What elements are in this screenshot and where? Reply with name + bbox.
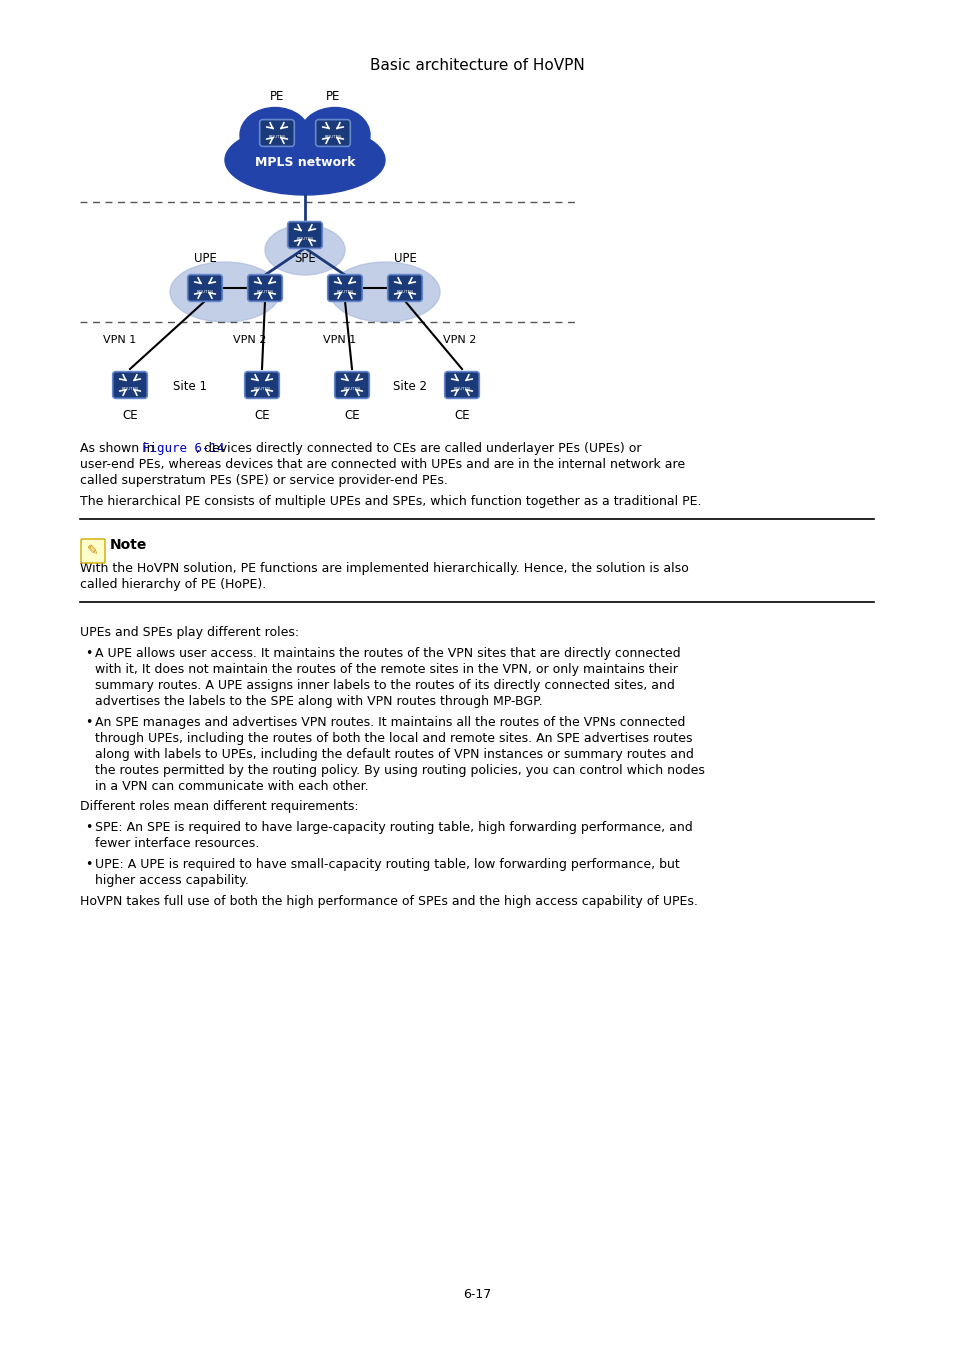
Text: •: • <box>85 647 92 660</box>
FancyBboxPatch shape <box>387 274 422 301</box>
Ellipse shape <box>225 126 385 194</box>
Text: Site 2: Site 2 <box>393 381 427 393</box>
FancyBboxPatch shape <box>265 120 345 161</box>
Text: through UPEs, including the routes of both the local and remote sites. An SPE ad: through UPEs, including the routes of bo… <box>95 732 692 745</box>
Text: called hierarchy of PE (HoPE).: called hierarchy of PE (HoPE). <box>80 578 266 591</box>
Text: Note: Note <box>110 539 147 552</box>
Text: An SPE manages and advertises VPN routes. It maintains all the routes of the VPN: An SPE manages and advertises VPN routes… <box>95 716 684 729</box>
Text: ROUTER: ROUTER <box>196 290 213 294</box>
Text: VPN 1: VPN 1 <box>103 335 136 346</box>
Ellipse shape <box>330 262 439 323</box>
FancyBboxPatch shape <box>259 120 294 146</box>
Ellipse shape <box>265 225 345 275</box>
Text: along with labels to UPEs, including the default routes of VPN instances or summ: along with labels to UPEs, including the… <box>95 748 693 760</box>
Ellipse shape <box>170 262 280 323</box>
Text: CE: CE <box>344 409 359 423</box>
Text: the routes permitted by the routing policy. By using routing policies, you can c: the routes permitted by the routing poli… <box>95 764 704 776</box>
Text: , devices directly connected to CEs are called underlayer PEs (UPEs) or: , devices directly connected to CEs are … <box>195 441 640 455</box>
Text: ROUTER: ROUTER <box>268 135 285 139</box>
Text: With the HoVPN solution, PE functions are implemented hierarchically. Hence, the: With the HoVPN solution, PE functions ar… <box>80 562 688 575</box>
FancyBboxPatch shape <box>81 539 105 563</box>
Text: UPE: UPE <box>193 252 216 265</box>
Text: advertises the labels to the SPE along with VPN routes through MP-BGP.: advertises the labels to the SPE along w… <box>95 695 542 707</box>
Text: with it, It does not maintain the routes of the remote sites in the VPN, or only: with it, It does not maintain the routes… <box>95 663 678 676</box>
Text: SPE: An SPE is required to have large-capacity routing table, high forwarding pe: SPE: An SPE is required to have large-ca… <box>95 821 692 834</box>
FancyBboxPatch shape <box>335 371 369 398</box>
FancyBboxPatch shape <box>328 274 362 301</box>
FancyBboxPatch shape <box>315 120 350 146</box>
Text: ROUTER: ROUTER <box>296 238 314 242</box>
Text: ROUTER: ROUTER <box>336 290 354 294</box>
Text: user-end PEs, whereas devices that are connected with UPEs and are in the intern: user-end PEs, whereas devices that are c… <box>80 458 684 471</box>
Text: fewer interface resources.: fewer interface resources. <box>95 837 259 850</box>
Text: HoVPN takes full use of both the high performance of SPEs and the high access ca: HoVPN takes full use of both the high pe… <box>80 895 698 907</box>
Text: ROUTER: ROUTER <box>253 387 271 392</box>
FancyBboxPatch shape <box>444 371 478 398</box>
Text: ROUTER: ROUTER <box>324 135 341 139</box>
Text: ROUTER: ROUTER <box>453 387 470 392</box>
Text: UPEs and SPEs play different roles:: UPEs and SPEs play different roles: <box>80 626 299 639</box>
Text: ✎: ✎ <box>87 544 99 558</box>
Text: ROUTER: ROUTER <box>121 387 138 392</box>
Text: summary routes. A UPE assigns inner labels to the routes of its directly connect: summary routes. A UPE assigns inner labe… <box>95 679 674 691</box>
Text: •: • <box>85 859 92 871</box>
Text: •: • <box>85 716 92 729</box>
Text: MPLS network: MPLS network <box>254 157 355 170</box>
Text: UPE: A UPE is required to have small-capacity routing table, low forwarding perf: UPE: A UPE is required to have small-cap… <box>95 859 679 871</box>
Text: •: • <box>85 821 92 834</box>
Text: ROUTER: ROUTER <box>396 290 414 294</box>
FancyBboxPatch shape <box>248 274 282 301</box>
Text: PE: PE <box>270 90 284 103</box>
Text: Site 1: Site 1 <box>172 381 207 393</box>
Text: CE: CE <box>253 409 270 423</box>
Text: ROUTER: ROUTER <box>256 290 274 294</box>
Ellipse shape <box>240 108 310 162</box>
Text: higher access capability.: higher access capability. <box>95 873 249 887</box>
Text: A UPE allows user access. It maintains the routes of the VPN sites that are dire: A UPE allows user access. It maintains t… <box>95 647 679 660</box>
Text: The hierarchical PE consists of multiple UPEs and SPEs, which function together : The hierarchical PE consists of multiple… <box>80 495 700 508</box>
Text: ROUTER: ROUTER <box>343 387 360 392</box>
FancyBboxPatch shape <box>288 221 322 248</box>
Text: Figure 6-14: Figure 6-14 <box>142 441 224 455</box>
Text: VPN 2: VPN 2 <box>443 335 476 346</box>
Text: As shown in: As shown in <box>80 441 158 455</box>
Text: Basic architecture of HoVPN: Basic architecture of HoVPN <box>369 58 584 73</box>
Text: VPN 2: VPN 2 <box>233 335 267 346</box>
Text: in a VPN can communicate with each other.: in a VPN can communicate with each other… <box>95 779 368 792</box>
Text: called superstratum PEs (SPE) or service provider-end PEs.: called superstratum PEs (SPE) or service… <box>80 474 447 487</box>
Text: Different roles mean different requirements:: Different roles mean different requireme… <box>80 801 358 814</box>
FancyBboxPatch shape <box>188 274 222 301</box>
Text: SPE: SPE <box>294 252 315 265</box>
Text: CE: CE <box>454 409 469 423</box>
Text: PE: PE <box>326 90 340 103</box>
FancyBboxPatch shape <box>112 371 147 398</box>
Text: CE: CE <box>122 409 137 423</box>
Text: UPE: UPE <box>394 252 416 265</box>
Ellipse shape <box>299 108 370 162</box>
Text: VPN 1: VPN 1 <box>323 335 356 346</box>
Text: 6-17: 6-17 <box>462 1288 491 1301</box>
FancyBboxPatch shape <box>244 371 279 398</box>
